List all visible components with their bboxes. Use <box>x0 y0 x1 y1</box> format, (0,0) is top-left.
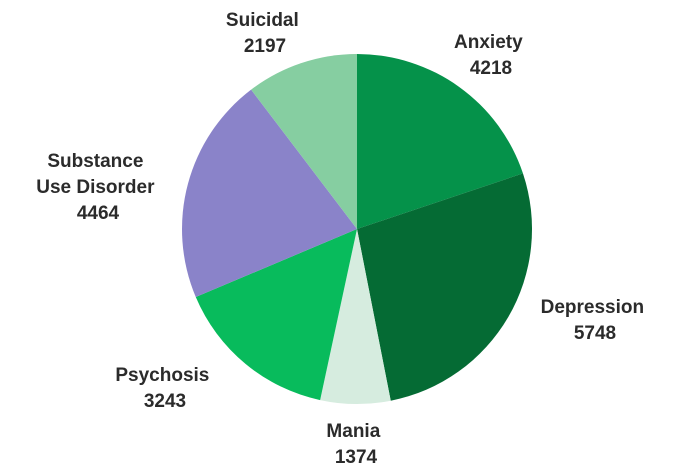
slice-label-suicidal: Suicidal 2197 <box>226 10 304 57</box>
slice-label-depression: Depression 5748 <box>541 297 650 344</box>
slice-label-psychosis: Psychosis 3243 <box>115 365 214 412</box>
pie-slices <box>182 54 533 405</box>
pie-labels: Suicidal 2197 Anxiety 4218 Substance Use… <box>36 10 650 467</box>
pie-slice-anxiety <box>357 54 523 229</box>
slice-label-substance-use-disorder: Substance Use Disorder 4464 <box>36 151 160 224</box>
pie-slice-suicidal <box>251 54 357 229</box>
pie-slice-substance-use-disorder <box>182 89 357 298</box>
slice-label-mania: Mania 1374 <box>326 421 385 467</box>
pie-slice-mania <box>320 229 391 405</box>
slice-label-anxiety: Anxiety 4218 <box>454 32 528 79</box>
pie-slice-depression <box>357 173 533 401</box>
pie-slice-psychosis <box>195 229 357 401</box>
